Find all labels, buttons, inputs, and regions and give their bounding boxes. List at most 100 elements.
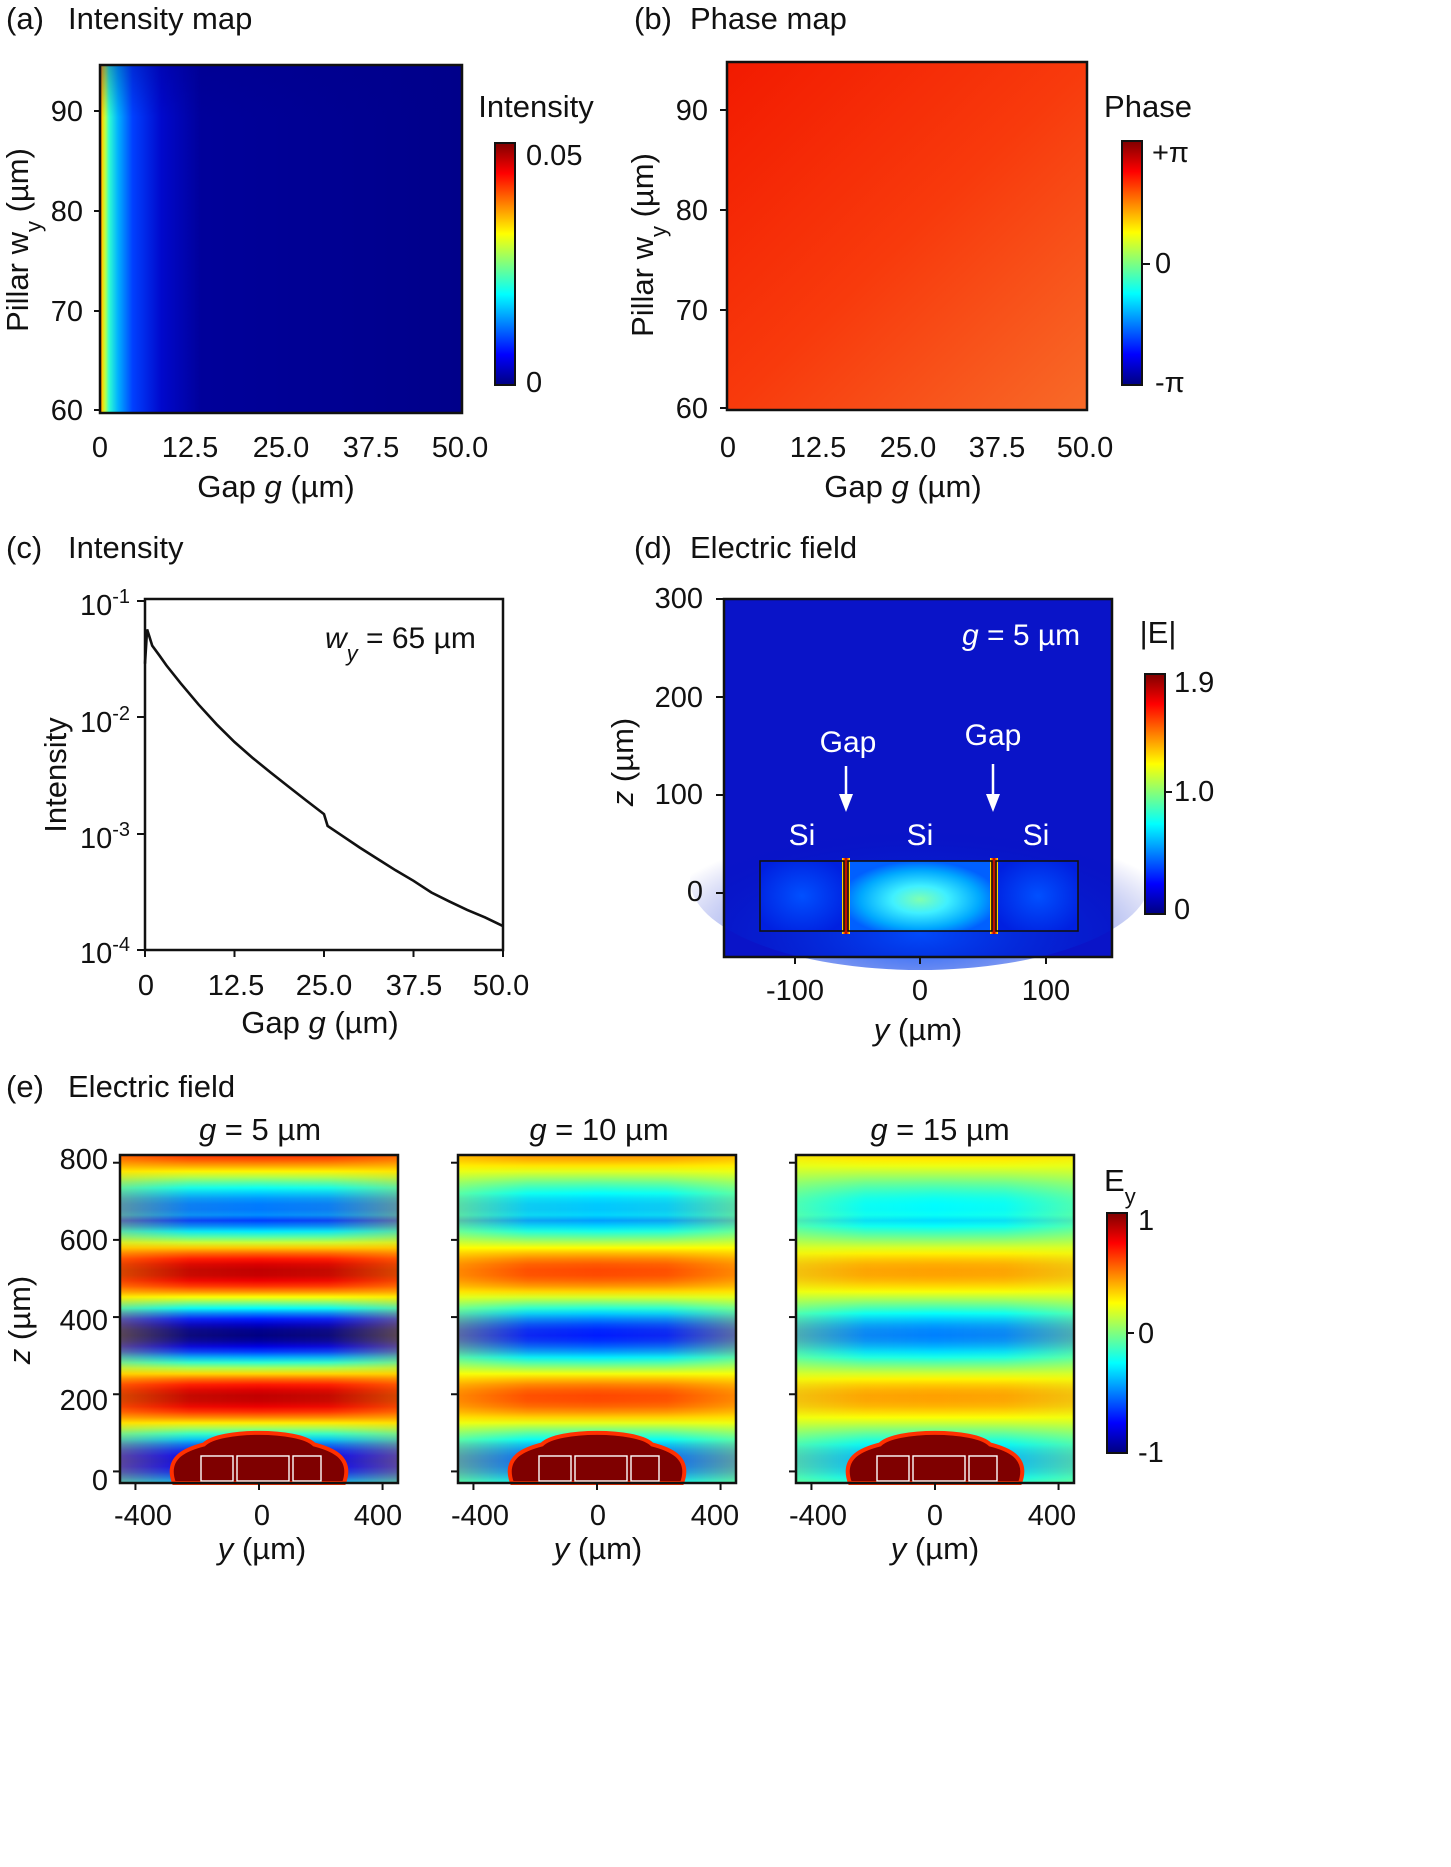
panel-c-xtick: 25.0 — [296, 970, 352, 1002]
panel-b-colorbar-tick: 0 — [1155, 248, 1171, 280]
panel-c-ytick: 10-1 — [80, 586, 130, 622]
panel-d-colorbar-title: |E| — [1140, 615, 1177, 650]
panel-a-xtick: 0 — [92, 432, 108, 464]
panel-b-colorbar-tick: +π — [1152, 137, 1189, 169]
pillar-outline — [630, 1455, 660, 1482]
panel-d-ytick: 0 — [687, 876, 703, 908]
panel-c-xtick: 0 — [138, 970, 154, 1002]
panel-c-annotation: wy = 65 µm — [325, 622, 476, 666]
panel-e-xtick: -400 — [451, 1500, 509, 1532]
pillar-outline — [236, 1455, 290, 1482]
near-field-region — [507, 1430, 687, 1485]
panel-b-xtick: 0 — [720, 432, 736, 464]
panel-c-xtick: 12.5 — [208, 970, 264, 1002]
panel-b-frame — [725, 60, 1089, 412]
panel-b-xlabel: Gap g (µm) — [824, 469, 981, 504]
panel-b-ytick: 90 — [676, 95, 708, 127]
panel-b-xtick: 37.5 — [969, 432, 1025, 464]
panel-e-xlabel: y (µm) — [216, 1531, 306, 1566]
panel-b-xtick: 25.0 — [880, 432, 936, 464]
panel-c-xtick: 37.5 — [386, 970, 442, 1002]
panel-e-letter: (e) — [6, 1069, 44, 1104]
panel-e-xtick: -400 — [114, 1500, 172, 1532]
panel-a-xtick: 25.0 — [253, 432, 309, 464]
panel-e-xlabel: y (µm) — [889, 1531, 979, 1566]
panel-e-colorbar-tick: 0 — [1138, 1318, 1154, 1350]
panel-a-axes: 0 12.5 25.0 37.5 50.0 60 70 80 90 — [51, 96, 488, 464]
panel-d-colorbar-tick: 1.9 — [1174, 667, 1214, 699]
panel-d-xtick: 100 — [1022, 975, 1070, 1007]
panel-a-colorbar — [494, 142, 516, 386]
panel-e-xtick: 400 — [354, 1500, 402, 1532]
panel-b-ytick: 80 — [676, 195, 708, 227]
panel-c-letter: (c) — [6, 530, 42, 565]
field-map-gap-right — [990, 858, 998, 934]
pillar-outline — [574, 1455, 628, 1482]
panel-b-xtick: 12.5 — [790, 432, 846, 464]
panel-d-xtick: -100 — [766, 975, 824, 1007]
field-map-right-pillar — [998, 861, 1078, 931]
panel-c-ytick: 10-3 — [80, 819, 130, 855]
pillar-outline — [968, 1455, 998, 1482]
panel-a-xtick: 50.0 — [432, 432, 488, 464]
panel-d-ylabel: z (µm) — [605, 718, 640, 807]
panel-e-ytick: 0 — [92, 1465, 108, 1497]
panel-b-colorbar — [1121, 140, 1143, 386]
gap-label-right: Gap — [965, 719, 1022, 752]
pillar-outline — [200, 1455, 234, 1482]
panel-b-colorbar-title: Phase — [1104, 89, 1192, 124]
panel-b-ytick: 60 — [676, 393, 708, 425]
panel-d-ytick: 300 — [655, 583, 703, 615]
panel-a-xlabel: Gap g (µm) — [197, 469, 354, 504]
si-label-left: Si — [789, 819, 816, 852]
panel-d-frame — [722, 597, 1114, 959]
panel-c-xlabel: Gap g (µm) — [241, 1005, 398, 1040]
panel-a-ylabel: Pillar wy (µm) — [0, 148, 46, 332]
panel-e-ytick: 400 — [60, 1305, 108, 1337]
ey-field-map-edge — [458, 1155, 736, 1483]
panel-d-axes: -100 0 100 300 200 100 0 — [655, 583, 1071, 1007]
pillar-outline — [538, 1455, 572, 1482]
pillar-outline — [876, 1455, 910, 1482]
panel-c-xtick: 50.0 — [473, 970, 529, 1002]
panel-e-xtick: 400 — [691, 1500, 739, 1532]
panel-c-axes: 0 12.5 25.0 37.5 50.0 10-1 10-2 10-3 10-… — [80, 586, 529, 1002]
ey-field-map-edge — [120, 1155, 398, 1483]
panel-e-xtick: 0 — [590, 1500, 606, 1532]
panel-a-ytick: 60 — [51, 395, 83, 427]
panel-d-annotation: g = 5 µm — [962, 619, 1080, 652]
panel-a: (a) Intensity map 0 12.5 25.0 37.5 50.0 … — [0, 1, 594, 504]
intensity-curve — [143, 629, 504, 928]
panel-e-xtick: -400 — [789, 1500, 847, 1532]
ey-field-map-edge — [796, 1155, 1074, 1483]
panel-a-xtick: 12.5 — [162, 432, 218, 464]
panel-c-ytick: 10-4 — [80, 934, 130, 970]
field-map-gap-left — [842, 858, 850, 934]
field-map-left-pillar — [760, 861, 844, 931]
field-map-center-pillar — [848, 861, 992, 931]
panel-a-colorbar-tick: 0 — [526, 367, 542, 399]
panel-a-ytick: 80 — [51, 196, 83, 228]
panel-c-ylabel: Intensity — [38, 717, 73, 833]
si-label-right: Si — [1023, 819, 1050, 852]
panel-d-colorbar-tick: 1.0 — [1174, 776, 1214, 808]
panel-e: (e) Electric field g = 5 µm g = 10 µm g … — [2, 1069, 1164, 1566]
panel-d-xlabel: y (µm) — [872, 1012, 962, 1047]
panel-b-ytick: 70 — [676, 295, 708, 327]
gap-label-left: Gap — [820, 726, 877, 759]
panel-d-xtick: 0 — [912, 975, 928, 1007]
panel-a-title: Intensity map — [68, 1, 252, 36]
panel-e-axes: 800 600 400 200 0 -400 0 400 -400 0 400 … — [2, 1144, 1076, 1566]
panel-e-ylabel: z (µm) — [2, 1276, 37, 1365]
panel-b-colorbar-tick: -π — [1155, 367, 1185, 399]
panel-e-ytick: 800 — [60, 1144, 108, 1176]
panel-d-ytick: 100 — [655, 779, 703, 811]
panel-a-colorbar-tick: 0.05 — [526, 140, 582, 172]
pillar-outline — [292, 1455, 322, 1482]
panel-e-colorbar-tick: -1 — [1138, 1437, 1164, 1469]
panel-b: (b) Phase map 0 12.5 25.0 37.5 50.0 60 7… — [625, 1, 1192, 504]
panel-a-ytick: 90 — [51, 96, 83, 128]
panel-e-ytick: 600 — [60, 1225, 108, 1257]
panel-e-xlabel: y (µm) — [552, 1531, 642, 1566]
